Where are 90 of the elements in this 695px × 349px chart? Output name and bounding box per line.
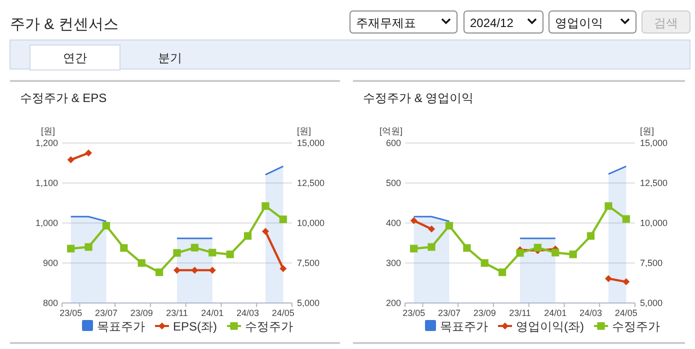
y-tick-label: 1,100: [35, 178, 58, 188]
x-tick-label: 23/07: [438, 308, 460, 318]
y-tick-label: 1,200: [35, 138, 58, 148]
y2-tick-label: 10,000: [640, 218, 668, 228]
x-tick-label: 23/05: [60, 308, 82, 318]
y2-tick-label: 7,500: [640, 258, 663, 268]
point: [428, 243, 436, 251]
point: [208, 266, 216, 274]
legend-label: 영업이익(좌): [516, 320, 584, 334]
point: [190, 244, 198, 252]
x-tick-label: 23/07: [94, 308, 118, 318]
y-tick-label: 500: [386, 178, 401, 188]
x-tick-label: 23/05: [402, 308, 426, 318]
point: [191, 266, 198, 274]
y2-tick-label: 12,500: [640, 178, 668, 188]
x-tick-label: 23/09: [130, 308, 153, 318]
point: [622, 278, 630, 286]
y-axis-title: [원]: [40, 126, 56, 136]
chart-title: 수정주가 & EPS: [20, 91, 107, 105]
point: [480, 259, 488, 267]
y2-axis-title: [원]: [640, 126, 654, 136]
legend-label: 목표주가: [440, 320, 488, 334]
x-tick-label: 23/11: [166, 308, 188, 318]
x-tick-label: 23/09: [473, 308, 496, 318]
point: [67, 244, 75, 252]
text: 검색: [654, 16, 678, 30]
y-tick-label: 800: [42, 298, 58, 308]
point: [463, 244, 471, 252]
y-tick-label: 900: [42, 258, 58, 268]
y2-tick-label: 10,000: [297, 218, 325, 228]
point: [85, 150, 92, 156]
point: [279, 216, 287, 224]
point: [156, 268, 164, 276]
y-tick-label: 400: [386, 218, 401, 228]
text: 2024/12: [470, 16, 514, 30]
point: [138, 259, 146, 267]
point: [67, 156, 74, 164]
text: 분기: [158, 51, 182, 65]
point: [622, 215, 630, 223]
x-tick-label: 23/11: [509, 308, 531, 318]
x-tick-label: 24/05: [614, 308, 638, 318]
chart-title: 수정주가 & 영업이익: [363, 91, 474, 105]
point: [498, 268, 506, 276]
point: [102, 222, 110, 230]
point: [226, 250, 234, 258]
point: [516, 249, 524, 257]
point: [552, 248, 560, 256]
point: [84, 243, 92, 251]
point: [244, 232, 252, 240]
y-tick-label: 300: [386, 258, 401, 268]
point: [534, 244, 542, 252]
y-tick-label: 1,000: [35, 218, 58, 228]
y2-tick-label: 5,000: [297, 298, 320, 308]
x-tick-label: 24/05: [272, 308, 294, 318]
legend-label: 수정주가: [245, 320, 294, 334]
point: [173, 249, 181, 257]
y2-tick-label: 12,500: [297, 178, 325, 188]
point: [120, 244, 128, 252]
y2-tick-label: 5,000: [640, 298, 663, 308]
point: [604, 275, 612, 282]
point: [174, 266, 180, 274]
point: [428, 226, 436, 232]
y-tick-label: 200: [386, 298, 401, 308]
point: [262, 228, 269, 235]
y2-tick-label: 7,500: [297, 258, 320, 268]
point: [586, 232, 595, 240]
x-tick-label: 24/03: [580, 308, 602, 318]
legend-label: EPS(좌): [173, 320, 218, 334]
text: 주가 & 컨센서스: [10, 16, 118, 33]
text: 연간: [63, 51, 87, 65]
x-tick-label: 24/01: [201, 308, 224, 318]
y2-tick-label: 15,000: [297, 138, 325, 148]
point: [280, 265, 287, 272]
text: 영업이익: [555, 16, 603, 30]
x-tick-label: 24/01: [544, 308, 567, 318]
point: [262, 202, 270, 210]
point: [604, 202, 612, 210]
point: [208, 248, 216, 256]
point: [410, 244, 418, 252]
point: [410, 217, 418, 224]
legend-label: 수정주가: [612, 320, 660, 334]
legend-label: 목표주가: [97, 320, 145, 334]
y2-axis-title: [원]: [296, 126, 312, 136]
point: [569, 250, 577, 258]
y-tick-label: 600: [386, 138, 401, 148]
x-tick-label: 24/03: [236, 308, 260, 318]
y2-tick-label: 15,000: [640, 138, 668, 148]
y-axis-title: [억원]: [379, 126, 403, 136]
point: [445, 222, 454, 230]
text: 주재무제표: [356, 16, 416, 30]
